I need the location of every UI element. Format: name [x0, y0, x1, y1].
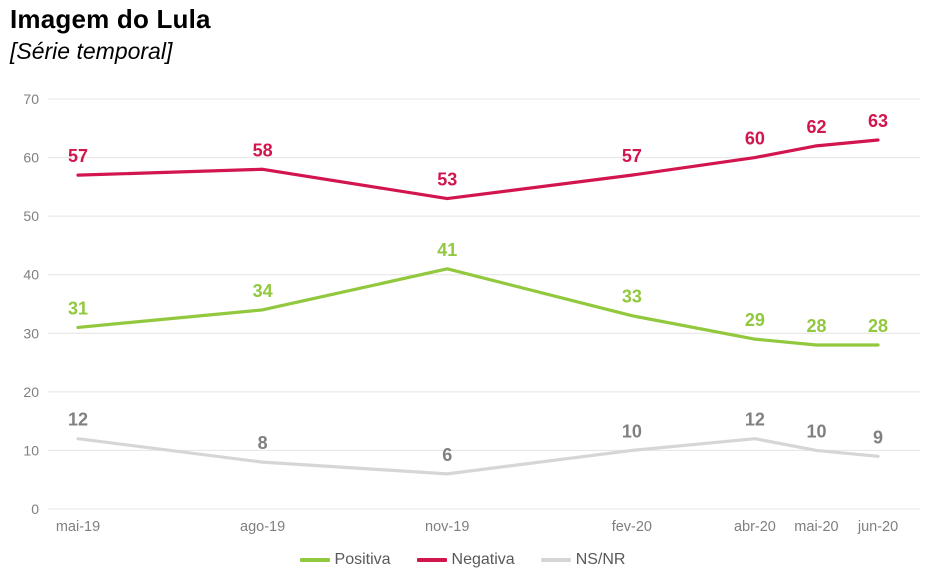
- legend-swatch-negativa-icon: [416, 558, 447, 562]
- data-label: 10: [622, 421, 642, 441]
- legend-label-nsnr: NS/NR: [575, 551, 626, 568]
- series-line-nsnr: [76, 437, 880, 476]
- legend-label-negativa: Negativa: [451, 551, 515, 568]
- data-label: 41: [437, 240, 457, 260]
- data-label: 29: [745, 310, 765, 330]
- y-tick-label: 60: [23, 150, 39, 166]
- data-label: 33: [622, 287, 642, 307]
- x-tick-label: jun-20: [857, 519, 898, 535]
- chart-title: Imagem do Lula: [10, 4, 211, 34]
- data-label: 9: [873, 427, 883, 447]
- chart-header: Imagem do Lula [Série temporal]: [10, 4, 211, 67]
- x-tick-label: fev-20: [612, 519, 652, 535]
- y-tick-label: 70: [23, 91, 39, 107]
- data-label: 57: [622, 146, 642, 166]
- data-label: 60: [745, 129, 765, 149]
- y-tick-label: 40: [23, 267, 39, 283]
- x-tick-label: ago-19: [240, 519, 285, 535]
- y-tick-label: 50: [23, 208, 39, 224]
- data-label: 12: [68, 410, 88, 430]
- chart-legend: Positiva Negativa NS/NR: [0, 551, 925, 569]
- data-label: 53: [437, 170, 457, 190]
- data-label: 57: [68, 146, 88, 166]
- data-label: 31: [68, 298, 88, 318]
- data-label: 12: [745, 410, 765, 430]
- legend-swatch-positiva-icon: [299, 558, 330, 562]
- data-label: 8: [258, 433, 268, 453]
- legend-label-positiva: Positiva: [334, 551, 391, 568]
- x-tick-label: mai-19: [56, 519, 100, 535]
- y-tick-label: 20: [23, 384, 39, 400]
- x-tick-label: mai-20: [794, 519, 838, 535]
- data-label: 6: [442, 445, 452, 465]
- data-label: 62: [806, 117, 826, 137]
- series-line-positiva: [76, 267, 880, 347]
- legend-swatch-nsnr-icon: [540, 558, 571, 562]
- x-tick-label: nov-19: [425, 519, 469, 535]
- y-tick-label: 30: [23, 325, 39, 341]
- chart-subtitle: [Série temporal]: [10, 38, 173, 65]
- x-tick-label: abr-20: [734, 519, 776, 535]
- line-chart-svg: 0 10 20 30 40 50 60 70 mai-19 ago-19 nov-19 fev-20 a…: [23, 91, 920, 535]
- data-label: 10: [806, 421, 826, 441]
- y-tick-label: 0: [31, 501, 39, 517]
- data-label: 28: [868, 316, 888, 336]
- legend-item-negativa: Negativa: [416, 551, 515, 569]
- data-label: 34: [253, 281, 273, 301]
- series-line-negativa: [76, 138, 880, 201]
- data-label: 58: [253, 140, 273, 160]
- legend-item-nsnr: NS/NR: [540, 551, 626, 569]
- y-tick-label: 10: [23, 442, 39, 458]
- legend-item-positiva: Positiva: [299, 551, 391, 569]
- data-label: 63: [868, 111, 888, 131]
- data-label: 28: [806, 316, 826, 336]
